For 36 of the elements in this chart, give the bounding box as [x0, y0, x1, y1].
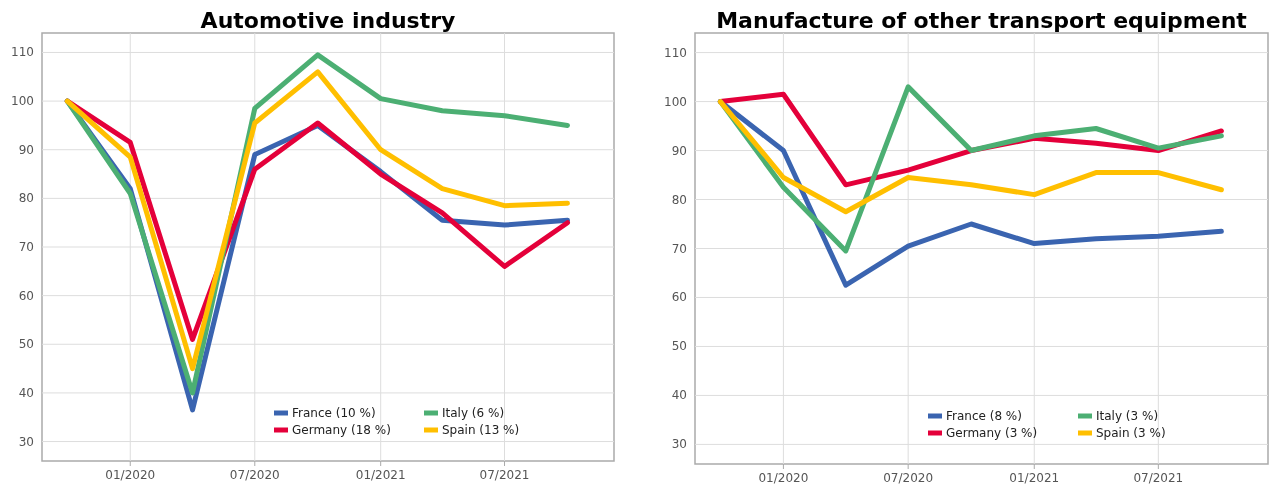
legend-label: France (10 %): [292, 406, 376, 420]
legend-label: Italy (6 %): [442, 406, 505, 420]
legend-label: Spain (13 %): [442, 423, 520, 437]
y-tick-label: 110: [11, 45, 34, 60]
y-tick-label: 100: [664, 94, 687, 109]
y-tick-label: 90: [671, 143, 687, 158]
y-tick-label: 60: [18, 288, 34, 303]
y-tick-label: 60: [671, 290, 687, 305]
legend-label: Germany (3 %): [946, 426, 1038, 440]
x-tick-label: 07/2021: [479, 468, 530, 482]
legend-label: Spain (3 %): [1096, 426, 1166, 440]
y-tick-label: 40: [671, 388, 687, 403]
y-tick-label: 50: [18, 337, 34, 352]
x-tick-label: 01/2021: [1009, 471, 1060, 485]
legend-label: France (8 %): [946, 409, 1022, 423]
chart-title: Manufacture of other transport equipment: [716, 8, 1248, 33]
x-tick-label: 07/2020: [883, 471, 934, 485]
y-tick-label: 90: [18, 142, 34, 157]
y-tick-label: 70: [671, 241, 687, 256]
y-tick-label: 40: [18, 385, 34, 400]
x-tick-label: 01/2020: [105, 468, 156, 482]
x-tick-label: 07/2020: [229, 468, 280, 482]
y-tick-label: 80: [671, 192, 687, 207]
y-tick-label: 70: [18, 240, 34, 254]
x-tick-label: 07/2021: [1133, 471, 1184, 485]
y-tick-label: 80: [18, 191, 34, 206]
y-tick-label: 30: [671, 437, 687, 452]
legend-label: Germany (18 %): [292, 423, 391, 437]
y-tick-label: 30: [18, 434, 34, 449]
x-tick-label: 01/2021: [355, 468, 406, 482]
y-tick-label: 100: [11, 94, 34, 109]
y-tick-label: 110: [664, 45, 687, 60]
chart-title: Automotive industry: [200, 8, 456, 33]
x-tick-label: 01/2020: [758, 471, 809, 485]
y-tick-label: 50: [671, 339, 687, 354]
legend-label: Italy (3 %): [1096, 409, 1159, 423]
